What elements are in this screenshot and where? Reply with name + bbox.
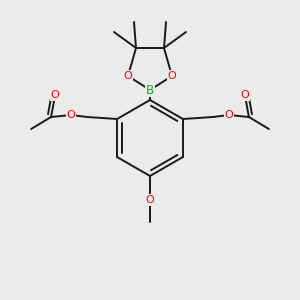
Text: O: O (67, 110, 76, 120)
Text: O: O (168, 71, 176, 81)
Text: O: O (241, 90, 249, 100)
Text: O: O (51, 90, 59, 100)
Text: O: O (146, 195, 154, 205)
Text: B: B (146, 83, 154, 97)
Text: O: O (224, 110, 233, 120)
Text: O: O (124, 71, 132, 81)
